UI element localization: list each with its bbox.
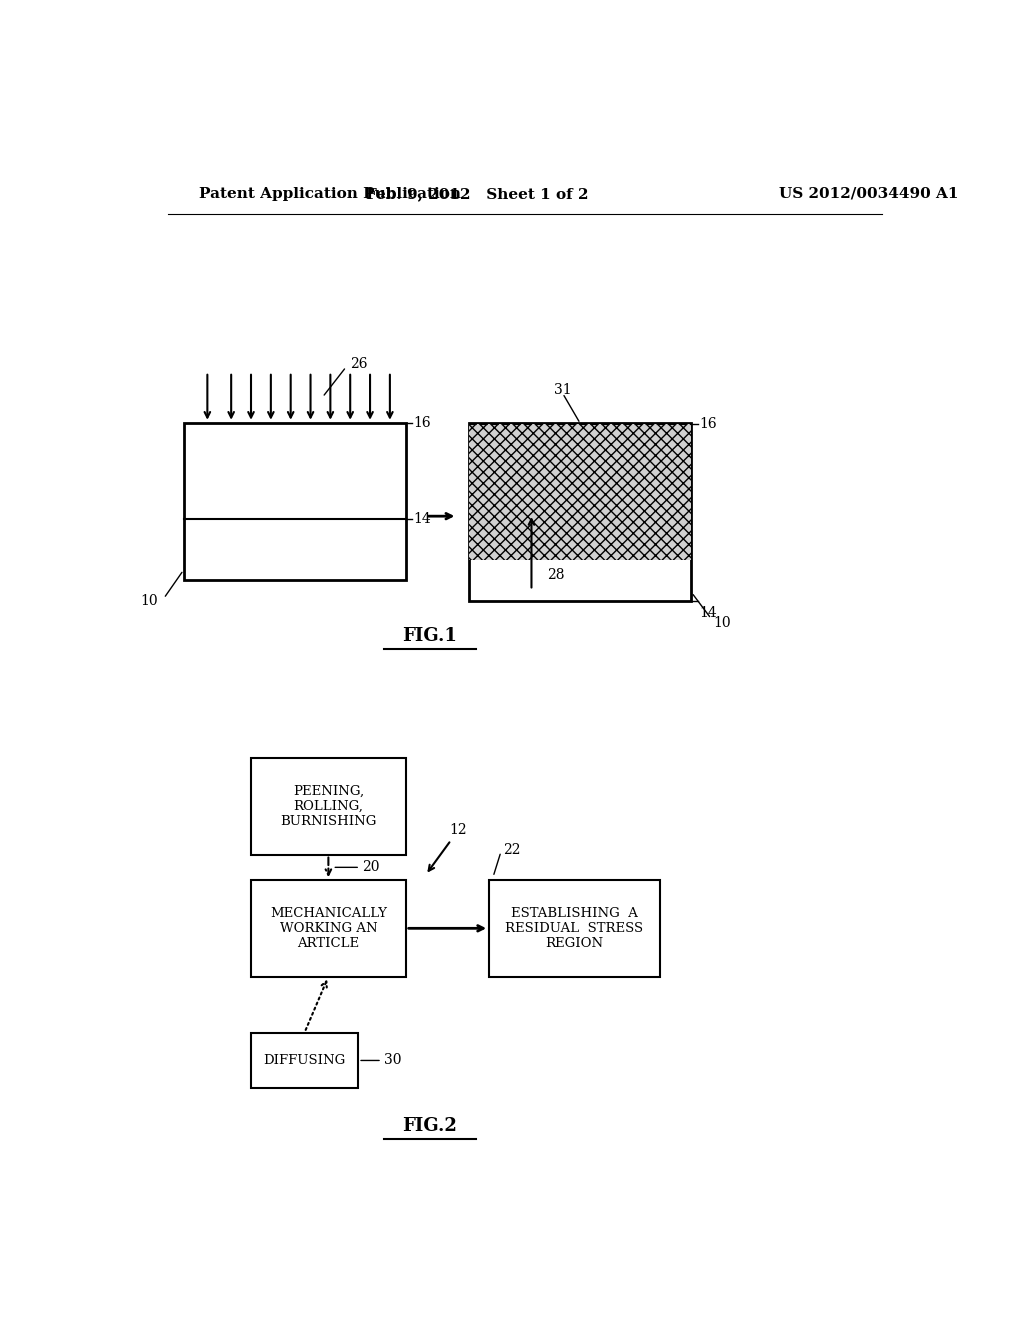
Text: Feb. 9, 2012   Sheet 1 of 2: Feb. 9, 2012 Sheet 1 of 2: [366, 187, 589, 201]
Bar: [489, 880, 659, 977]
Text: FIG.2: FIG.2: [402, 1117, 457, 1135]
Text: 30: 30: [384, 1053, 401, 1068]
Text: 10: 10: [140, 594, 158, 607]
Text: 16: 16: [699, 417, 717, 430]
Text: 14: 14: [699, 606, 717, 619]
Bar: [251, 1032, 358, 1089]
Text: 26: 26: [350, 356, 368, 371]
Text: 20: 20: [361, 861, 379, 874]
Bar: [251, 880, 406, 977]
Bar: [469, 424, 691, 560]
Text: ESTABLISHING  A
RESIDUAL  STRESS
REGION: ESTABLISHING A RESIDUAL STRESS REGION: [505, 907, 643, 950]
Text: 12: 12: [429, 824, 467, 871]
Text: Patent Application Publication: Patent Application Publication: [200, 187, 462, 201]
Text: FIG.1: FIG.1: [402, 627, 457, 645]
Bar: [469, 422, 691, 601]
Text: 14: 14: [414, 512, 431, 527]
Bar: [251, 758, 406, 854]
Text: DIFFUSING: DIFFUSING: [263, 1053, 346, 1067]
Text: PEENING,
ROLLING,
BURNISHING: PEENING, ROLLING, BURNISHING: [281, 785, 377, 828]
Text: 10: 10: [713, 616, 730, 630]
Text: 16: 16: [414, 416, 431, 430]
Text: 31: 31: [554, 383, 571, 397]
Text: 22: 22: [503, 842, 520, 857]
Text: US 2012/0034490 A1: US 2012/0034490 A1: [778, 187, 958, 201]
Bar: [183, 422, 406, 581]
Text: 28: 28: [548, 568, 565, 582]
Text: MECHANICALLY
WORKING AN
ARTICLE: MECHANICALLY WORKING AN ARTICLE: [270, 907, 387, 950]
